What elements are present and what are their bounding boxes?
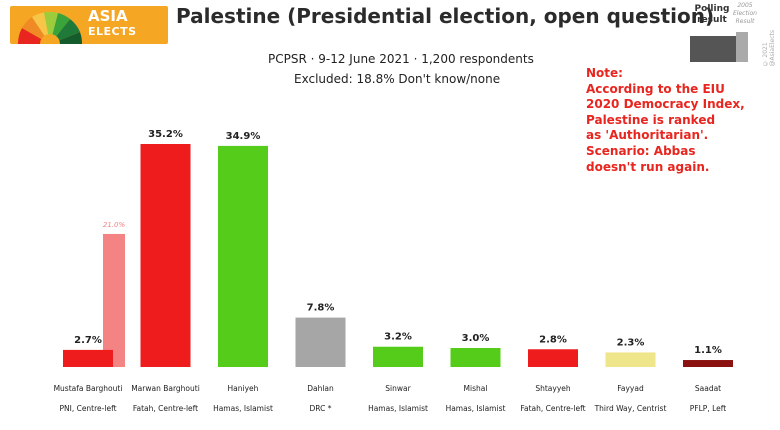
candidate-party: PFLP, Left — [689, 404, 727, 413]
candidate-name: Dahlan — [307, 384, 334, 393]
bar-value-label: 2.8% — [539, 334, 567, 345]
bar-value-label: 35.2% — [148, 129, 183, 140]
bar — [683, 360, 733, 367]
logo-line2: ELECTS — [88, 25, 137, 38]
candidate-party: Hamas, Islamist — [213, 404, 273, 413]
bar — [295, 317, 346, 367]
candidate-party: Third Way, Centrist — [594, 404, 667, 413]
note-line: According to the EIU — [586, 81, 725, 96]
note-line: 2020 Democracy Index, — [586, 97, 745, 112]
bar-value-label: 2.3% — [617, 337, 645, 348]
bar — [450, 347, 501, 367]
note-line: Scenario: Abbas — [586, 143, 696, 158]
candidate-party: DRC * — [309, 404, 332, 413]
note-line: Note: — [586, 66, 623, 80]
bar — [528, 349, 578, 367]
bar — [373, 346, 423, 367]
legend-polling-label: Polling result — [694, 4, 730, 25]
header: ASIA ELECTS Palestine (Presidential elec… — [0, 0, 780, 67]
candidate-party: Fatah, Centre-left — [132, 404, 199, 413]
candidate-party: Hamas, Islamist — [368, 404, 428, 413]
bar-value-label: 3.0% — [462, 333, 490, 344]
candidate-name: Sinwar — [385, 384, 411, 393]
bar-value-label: 2.7% — [74, 335, 102, 346]
candidate-name: Haniyeh — [227, 384, 259, 393]
bar — [63, 349, 113, 367]
candidate-party: Hamas, Islamist — [445, 404, 506, 413]
subtitle-excluded: Excluded: 18.8% Don't know/none — [294, 72, 501, 86]
previous-result-bar — [103, 233, 125, 367]
candidate-party: Fatah, Centre-left — [520, 404, 586, 413]
note-line: doesn't run again. — [586, 159, 710, 174]
candidate-party: PNI, Centre-left — [59, 404, 117, 413]
bar — [218, 145, 268, 367]
candidate-name: Mishal — [463, 384, 488, 393]
chart-title: Palestine (Presidential election, open q… — [176, 4, 715, 28]
sunburst-icon — [17, 12, 83, 44]
legend-previous-label: 2005 Election Result — [733, 2, 757, 25]
bar — [605, 352, 656, 367]
subtitle-source: PCPSR · 9-12 June 2021 · 1,200 responden… — [268, 52, 534, 66]
candidate-name: Marwan Barghouti — [131, 384, 200, 393]
note-line: Palestine is ranked — [586, 112, 716, 127]
legend-polling-swatch — [690, 36, 736, 62]
asia-elects-logo: ASIA ELECTS — [10, 6, 168, 44]
candidate-name: Saadat — [694, 384, 722, 393]
bar — [140, 144, 191, 367]
note-box: Note: According to the EIU 2020 Democrac… — [586, 66, 776, 175]
legend-previous-swatch — [736, 32, 748, 62]
bar-value-label: 3.2% — [384, 332, 412, 343]
note-line: as 'Authoritarian'. — [586, 128, 709, 143]
legend: Polling result 2005 Election Result — [688, 2, 768, 66]
candidate-name: Mustafa Barghouti — [53, 384, 123, 393]
previous-result-label: 21.0% — [103, 221, 126, 229]
candidate-name: Shtayyeh — [535, 384, 571, 393]
candidate-name: Fayyad — [617, 384, 644, 393]
bar-value-label: 34.9% — [226, 131, 261, 142]
logo-line1: ASIA — [88, 7, 128, 25]
bar-value-label: 7.8% — [307, 303, 335, 314]
bar-value-label: 1.1% — [694, 345, 722, 356]
